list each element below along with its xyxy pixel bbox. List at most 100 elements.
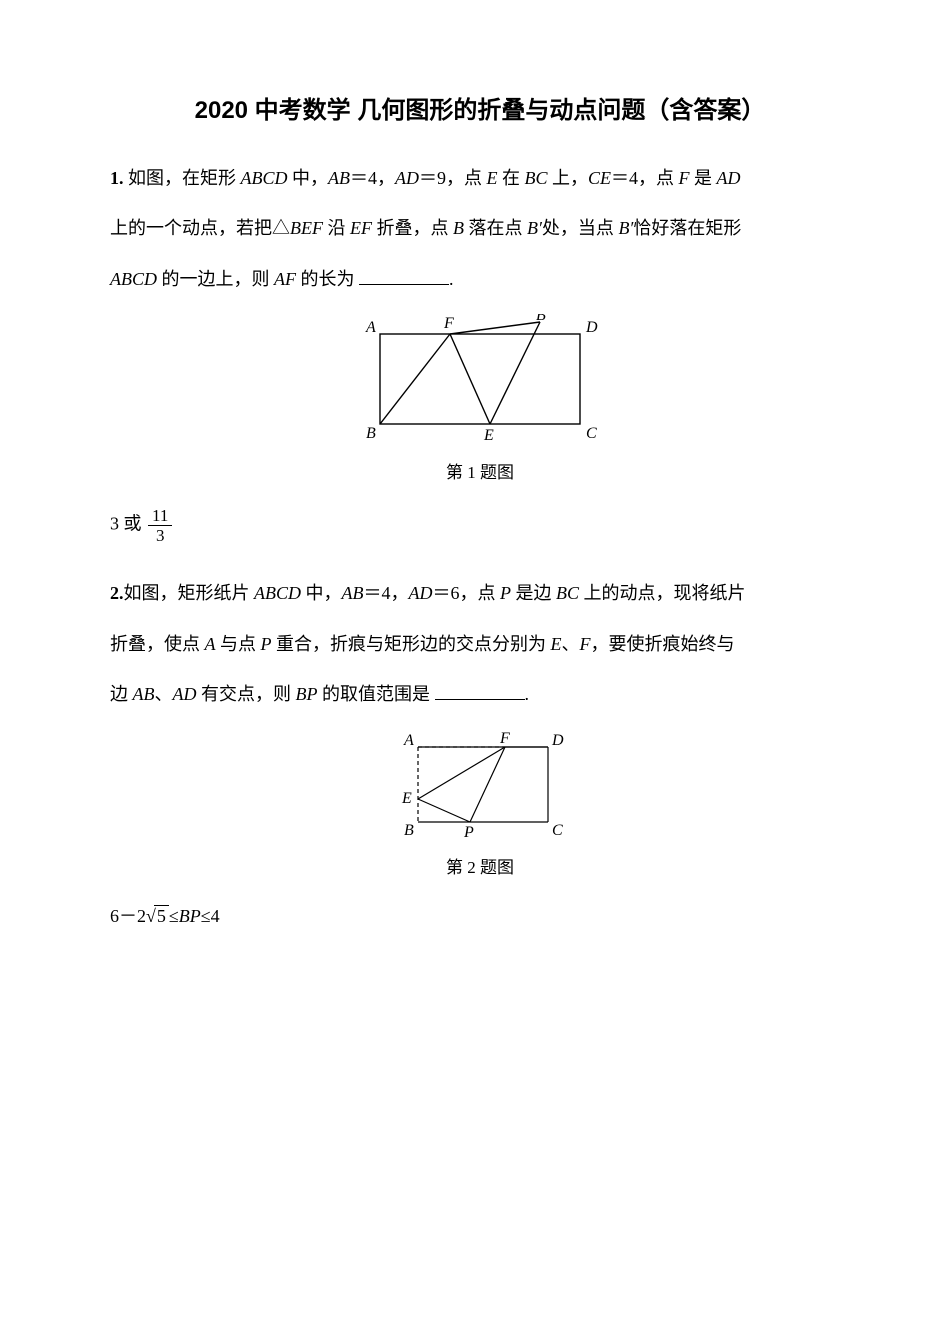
q1-eq4: ＝4， bbox=[350, 168, 395, 188]
q2-sqrt: √5 bbox=[146, 906, 169, 927]
q1-ab: AB bbox=[328, 168, 350, 188]
q2-figure: A B C D E F P bbox=[110, 729, 850, 839]
q2-eq6: ＝6，点 bbox=[433, 583, 501, 603]
q1-p2c: 折叠，点 bbox=[372, 218, 453, 238]
q1-figure: A B C D E F B′ bbox=[110, 314, 850, 444]
q1-p2e: 处，当点 bbox=[542, 218, 619, 238]
q1-B: B bbox=[453, 218, 464, 238]
q1-t2: 中， bbox=[288, 168, 329, 188]
q1-p2a: 上的一个动点，若把△ bbox=[110, 218, 290, 238]
q2-eq4: ＝4， bbox=[364, 583, 409, 603]
document-page: 2020 中考数学 几何图形的折叠与动点问题（含答案） 1. 如图，在矩形 AB… bbox=[0, 0, 945, 1337]
q2-P2: P bbox=[261, 634, 272, 654]
q2-p3e: . bbox=[525, 684, 530, 704]
q2-P: P bbox=[500, 583, 511, 603]
q2-p3c: 有交点，则 bbox=[197, 684, 296, 704]
q2-p2b: 与点 bbox=[216, 634, 261, 654]
q2-p3d: 的取值范围是 bbox=[318, 684, 435, 704]
q1-p3a: ABCD bbox=[110, 269, 157, 289]
q2-ans-bp: BP bbox=[179, 906, 201, 926]
q2-number: 2. bbox=[110, 583, 124, 603]
q1-E: E bbox=[487, 168, 498, 188]
svg-text:F: F bbox=[499, 730, 510, 747]
q2-p1b: 中， bbox=[301, 583, 342, 603]
q2-abcd: ABCD bbox=[254, 583, 301, 603]
q2-caption: 第 2 题图 bbox=[110, 853, 850, 878]
page-title: 2020 中考数学 几何图形的折叠与动点问题（含答案） bbox=[110, 90, 850, 125]
q2-ans-b: ≤ bbox=[169, 906, 179, 926]
q1-ad: AD bbox=[395, 168, 419, 188]
svg-text:C: C bbox=[552, 822, 563, 839]
q1-caption: 第 1 题图 bbox=[110, 458, 850, 483]
q2-ans-a: 6－2 bbox=[110, 906, 146, 926]
question-1: 1. 如图，在矩形 ABCD 中，AB＝4，AD＝9，点 E 在 BC 上，CE… bbox=[110, 153, 850, 304]
q1-p3b: 的一边上，则 bbox=[157, 269, 274, 289]
q2-ad2: AD bbox=[173, 684, 197, 704]
svg-text:E: E bbox=[401, 790, 412, 807]
svg-text:A: A bbox=[365, 319, 376, 336]
q2-p2d: 、 bbox=[562, 634, 580, 654]
q2-F: F bbox=[580, 634, 591, 654]
q2-bc: BC bbox=[556, 583, 579, 603]
q1-bef: BEF bbox=[290, 218, 323, 238]
q2-p1a: 如图，矩形纸片 bbox=[124, 583, 255, 603]
q2-E: E bbox=[551, 634, 562, 654]
q2-p2e: ，要使折痕始终与 bbox=[591, 634, 735, 654]
q1-answer-prefix: 3 或 bbox=[110, 514, 146, 534]
q2-p2a: 折叠，使点 bbox=[110, 634, 205, 654]
q1-isad: 是 bbox=[690, 168, 717, 188]
q2-bp: BP bbox=[296, 684, 318, 704]
q1-eq9: ＝9，点 bbox=[419, 168, 487, 188]
q2-p3b: 、 bbox=[155, 684, 173, 704]
q1-p3d: . bbox=[449, 269, 454, 289]
q1-abcd: ABCD bbox=[241, 168, 288, 188]
q1-Bp: B′ bbox=[527, 218, 542, 238]
q1-F: F bbox=[679, 168, 690, 188]
svg-text:F: F bbox=[443, 315, 454, 332]
q1-ad2: AD bbox=[717, 168, 741, 188]
svg-text:D: D bbox=[585, 319, 598, 336]
svg-text:B: B bbox=[404, 822, 414, 839]
svg-text:D: D bbox=[551, 732, 564, 749]
q1-number: 1. bbox=[110, 168, 124, 188]
q1-p2d: 落在点 bbox=[464, 218, 527, 238]
q1-Bp2: B′ bbox=[618, 218, 633, 238]
q1-p2b: 沿 bbox=[323, 218, 350, 238]
q1-ce: CE bbox=[588, 168, 611, 188]
svg-text:B: B bbox=[366, 425, 376, 442]
q1-p3c: 的长为 bbox=[296, 269, 359, 289]
svg-text:A: A bbox=[403, 732, 414, 749]
q2-ans-c: ≤4 bbox=[201, 906, 220, 926]
q1-t1: 如图，在矩形 bbox=[124, 168, 241, 188]
q1-frac-den: 3 bbox=[148, 526, 172, 544]
q1-diagram: A B C D E F B′ bbox=[360, 314, 600, 444]
q1-onbc: 在 bbox=[498, 168, 525, 188]
q1-answer: 3 或 113 bbox=[110, 507, 850, 544]
q2-p2c: 重合，折痕与矩形边的交点分别为 bbox=[272, 634, 551, 654]
q1-ef: EF bbox=[350, 218, 372, 238]
q2-ad: AD bbox=[409, 583, 433, 603]
q1-answer-frac: 113 bbox=[148, 507, 172, 544]
q2-isbc: 是边 bbox=[511, 583, 556, 603]
q1-bc: BC bbox=[525, 168, 548, 188]
q2-ab2: AB bbox=[133, 684, 155, 704]
q2-diagram: A B C D E F P bbox=[390, 729, 570, 839]
q2-p1c: 上的动点，现将纸片 bbox=[579, 583, 746, 603]
q2-radicand: 5 bbox=[154, 905, 169, 926]
q1-af: AF bbox=[274, 269, 296, 289]
svg-text:C: C bbox=[586, 425, 597, 442]
question-2: 2.如图，矩形纸片 ABCD 中，AB＝4，AD＝6，点 P 是边 BC 上的动… bbox=[110, 568, 850, 719]
svg-text:B′: B′ bbox=[536, 314, 550, 324]
q2-blank bbox=[435, 683, 525, 700]
q1-frac-num: 11 bbox=[148, 507, 172, 526]
q1-p2f: 恰好落在矩形 bbox=[633, 218, 741, 238]
q1-onbc2: 上， bbox=[548, 168, 589, 188]
svg-text:P: P bbox=[463, 824, 474, 839]
q2-p3a: 边 bbox=[110, 684, 133, 704]
q2-ab: AB bbox=[342, 583, 364, 603]
q1-eq4b: ＝4，点 bbox=[611, 168, 679, 188]
q2-answer: 6－2√5≤BP≤4 bbox=[110, 902, 850, 928]
q2-A: A bbox=[205, 634, 216, 654]
q1-blank bbox=[359, 268, 449, 285]
svg-text:E: E bbox=[483, 427, 494, 444]
